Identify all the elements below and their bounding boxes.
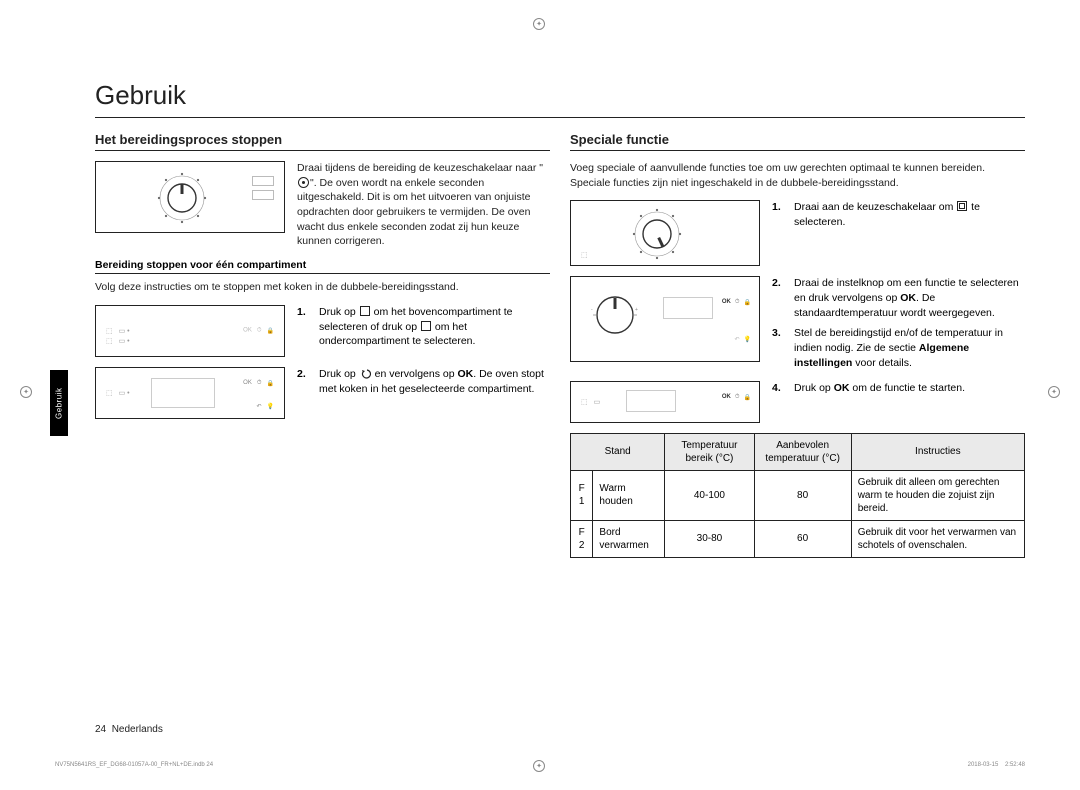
- panel-function-dial: -+ OK⏱🔒 ↶💡: [570, 276, 760, 362]
- cell-rec: 60: [754, 520, 851, 557]
- special-icon: [957, 201, 967, 211]
- two-column-layout: Het bereidingsproces stoppen Draai tijde…: [95, 132, 1025, 558]
- table-row: F 1 Warm houden 40-100 80 Gebruik dit al…: [571, 470, 1025, 520]
- fine-print-left: NV75N5641RS_EF_DG68-01057A-00_FR+NL+DE.i…: [55, 762, 213, 768]
- right-step2: 2. Draai de instelknop om een functie te…: [772, 276, 1025, 320]
- step-text: Druk op en vervolgens op OK. De oven sto…: [319, 367, 550, 396]
- step-num: 3.: [772, 326, 786, 370]
- panel-start: ⬚▭ OK⏱🔒: [570, 381, 760, 423]
- left-step1-row: ⬚▭ • ⬚▭ • OK⏱🔒 1. Druk op om het bovenco…: [95, 305, 550, 357]
- right-step4: 4. Druk op OK om de functie te starten.: [772, 381, 965, 396]
- footer-lang: Nederlands: [112, 724, 163, 735]
- th-stand: Stand: [571, 433, 665, 470]
- right-step3: 3. Stel de bereidingstijd en/of de tempe…: [772, 326, 1025, 370]
- left-step1: 1. Druk op om het bovencompartiment te s…: [297, 305, 550, 349]
- registration-mark: ✦: [533, 18, 545, 30]
- right-intro: Voeg speciale of aanvullende functies to…: [570, 161, 1025, 190]
- panel-icons: ⬚▭ •: [106, 389, 130, 397]
- panel-compartment-select: ⬚▭ • ⬚▭ • OK⏱🔒: [95, 305, 285, 357]
- page-content: Gebruik Het bereidingsproces stoppen Dra…: [95, 80, 1025, 735]
- panel-dial-main: [95, 161, 285, 233]
- off-icon: [298, 177, 309, 188]
- right-heading: Speciale functie: [570, 132, 1025, 147]
- left-subpara: Volg deze instructies om te stoppen met …: [95, 280, 550, 295]
- cell-instr: Gebruik dit alleen om gerechten warm te …: [851, 470, 1024, 520]
- right-step1: 1. Draai aan de keuzeschakelaar om te se…: [772, 200, 1025, 229]
- panel-special-select: ⬚: [570, 200, 760, 266]
- left-column: Het bereidingsproces stoppen Draai tijde…: [95, 132, 550, 558]
- page-number: 24: [95, 724, 106, 735]
- fine-print-right: 2018-03-15 2:52:48: [968, 762, 1025, 768]
- mode-dial: [154, 170, 210, 226]
- step-text: Draai de instelknop om een functie te se…: [794, 276, 1025, 320]
- step-num: 2.: [297, 367, 311, 396]
- bottom-compartment-icon: [421, 321, 431, 331]
- registration-mark: ✦: [1048, 386, 1060, 398]
- left-intro-row: Draai tijdens de bereiding de keuzeschak…: [95, 161, 550, 249]
- right-column: Speciale functie Voeg speciale of aanvul…: [570, 132, 1025, 558]
- cell-stand: Bord verwarmen: [593, 520, 665, 557]
- cell-instr: Gebruik dit voor het verwarmen van schot…: [851, 520, 1024, 557]
- left-subheading: Bereiding stoppen voor één compartiment: [95, 259, 550, 271]
- right-step23-row: -+ OK⏱🔒 ↶💡 2. Draai de instelknop om een…: [570, 276, 1025, 370]
- step-num: 2.: [772, 276, 786, 320]
- mode-dial: [629, 206, 685, 262]
- page-title: Gebruik: [95, 80, 1025, 111]
- panel-icons: ⬚▭: [581, 398, 600, 406]
- left-intro-text: Draai tijdens de bereiding de keuzeschak…: [297, 161, 550, 249]
- right-step1-row: ⬚ 1. Draai aan de keuzeschakelaar om te …: [570, 200, 1025, 266]
- top-compartment-icon: [360, 306, 370, 316]
- th-temp-rec: Aanbevolen temperatuur (°C): [754, 433, 851, 470]
- title-rule: [95, 117, 1025, 118]
- left-step2-row: ⬚▭ • OK⏱🔒 ↶💡 2. Druk op en vervolgens op…: [95, 367, 550, 419]
- cell-rec: 80: [754, 470, 851, 520]
- step-num: 1.: [297, 305, 311, 349]
- table-row: F 2 Bord verwarmen 30-80 60 Gebruik dit …: [571, 520, 1025, 557]
- registration-mark: ✦: [20, 386, 32, 398]
- right-rule: [570, 150, 1025, 151]
- svg-text:-: -: [591, 307, 593, 313]
- step-text: Stel de bereidingstijd en/of de temperat…: [794, 326, 1025, 370]
- left-step2: 2. Druk op en vervolgens op OK. De oven …: [297, 367, 550, 396]
- cell-stand: Warm houden: [593, 470, 665, 520]
- cell-code: F 2: [571, 520, 593, 557]
- functions-table: Stand Temperatuur bereik (°C) Aanbevolen…: [570, 433, 1025, 558]
- svg-text:+: +: [635, 307, 638, 313]
- right-step4-row: ⬚▭ OK⏱🔒 4. Druk op OK om de functie te s…: [570, 381, 1025, 423]
- th-temp-range: Temperatuur bereik (°C): [665, 433, 754, 470]
- control-knob: -+: [591, 291, 639, 339]
- table-header-row: Stand Temperatuur bereik (°C) Aanbevolen…: [571, 433, 1025, 470]
- cell-code: F 1: [571, 470, 593, 520]
- cell-range: 30-80: [665, 520, 754, 557]
- left-rule: [95, 150, 550, 151]
- th-instructions: Instructies: [851, 433, 1024, 470]
- step-text: Druk op om het bovencompartiment te sele…: [319, 305, 550, 349]
- left-heading: Het bereidingsproces stoppen: [95, 132, 550, 147]
- side-tab-label: Gebruik: [50, 370, 68, 436]
- step-text: Draai aan de keuzeschakelaar om te selec…: [794, 200, 1025, 229]
- back-icon: [360, 368, 371, 379]
- panel-ok-back: ⬚▭ • OK⏱🔒 ↶💡: [95, 367, 285, 419]
- cell-range: 40-100: [665, 470, 754, 520]
- registration-mark: ✦: [533, 760, 545, 772]
- step-num: 1.: [772, 200, 786, 229]
- panel-icons: ⬚▭ •: [106, 327, 130, 335]
- footer: 24 Nederlands: [95, 724, 163, 735]
- left-subrule: [95, 273, 550, 274]
- step-text: Druk op OK om de functie te starten.: [794, 381, 965, 396]
- step-num: 4.: [772, 381, 786, 396]
